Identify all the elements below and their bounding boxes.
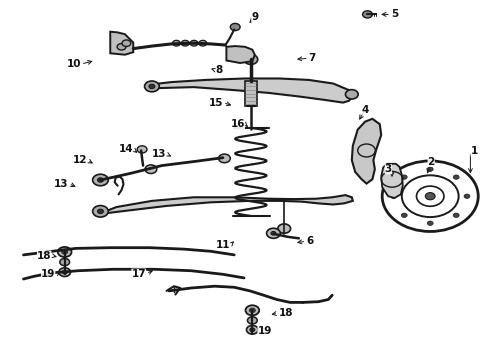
- Polygon shape: [110, 32, 133, 55]
- Circle shape: [345, 90, 358, 99]
- Polygon shape: [98, 195, 353, 214]
- Text: 8: 8: [216, 65, 223, 75]
- Circle shape: [427, 167, 433, 171]
- Circle shape: [425, 193, 435, 200]
- Polygon shape: [149, 78, 353, 103]
- Circle shape: [62, 250, 68, 254]
- Text: 15: 15: [208, 98, 223, 108]
- Circle shape: [245, 305, 259, 315]
- Circle shape: [244, 54, 258, 64]
- Circle shape: [453, 175, 459, 179]
- Text: 2: 2: [428, 157, 435, 167]
- Text: 3: 3: [385, 164, 392, 174]
- Circle shape: [199, 40, 207, 46]
- Polygon shape: [226, 46, 255, 63]
- Circle shape: [172, 40, 180, 46]
- Text: 1: 1: [470, 146, 478, 156]
- Circle shape: [427, 221, 433, 225]
- Text: 4: 4: [361, 105, 369, 115]
- Text: 11: 11: [216, 240, 230, 250]
- Circle shape: [271, 231, 276, 235]
- Circle shape: [249, 308, 255, 312]
- Circle shape: [250, 328, 255, 332]
- Circle shape: [453, 213, 459, 217]
- Text: 19: 19: [257, 326, 272, 336]
- Text: 19: 19: [41, 269, 55, 279]
- Text: 7: 7: [309, 53, 316, 63]
- Circle shape: [145, 165, 157, 174]
- Text: 13: 13: [54, 179, 69, 189]
- Text: 13: 13: [152, 149, 167, 159]
- Circle shape: [58, 247, 72, 257]
- Text: 9: 9: [251, 12, 258, 22]
- Circle shape: [391, 194, 396, 198]
- Circle shape: [363, 11, 372, 18]
- Text: 18: 18: [37, 251, 51, 261]
- Circle shape: [60, 258, 70, 266]
- Circle shape: [401, 213, 407, 217]
- Circle shape: [59, 268, 71, 276]
- Circle shape: [267, 228, 280, 238]
- Circle shape: [181, 40, 189, 46]
- Text: 18: 18: [278, 308, 293, 318]
- Circle shape: [247, 317, 257, 324]
- Text: 16: 16: [230, 119, 245, 129]
- Circle shape: [98, 178, 103, 182]
- Circle shape: [278, 224, 291, 233]
- Text: 17: 17: [131, 269, 146, 279]
- Polygon shape: [245, 81, 257, 106]
- Text: 14: 14: [119, 144, 133, 154]
- Circle shape: [246, 325, 258, 334]
- Circle shape: [145, 81, 159, 92]
- Polygon shape: [352, 119, 381, 184]
- Circle shape: [219, 154, 230, 163]
- Circle shape: [137, 146, 147, 153]
- Circle shape: [117, 44, 126, 50]
- Circle shape: [149, 84, 155, 89]
- Circle shape: [62, 270, 67, 274]
- Circle shape: [93, 174, 108, 186]
- Text: 12: 12: [73, 155, 87, 165]
- Text: 5: 5: [391, 9, 398, 19]
- Text: 6: 6: [306, 236, 314, 246]
- Text: 10: 10: [66, 59, 81, 69]
- Polygon shape: [381, 164, 403, 198]
- Circle shape: [190, 40, 198, 46]
- Circle shape: [401, 175, 407, 179]
- Circle shape: [93, 206, 108, 217]
- Circle shape: [230, 23, 240, 31]
- Circle shape: [464, 194, 470, 198]
- Circle shape: [98, 209, 103, 213]
- Circle shape: [122, 40, 131, 46]
